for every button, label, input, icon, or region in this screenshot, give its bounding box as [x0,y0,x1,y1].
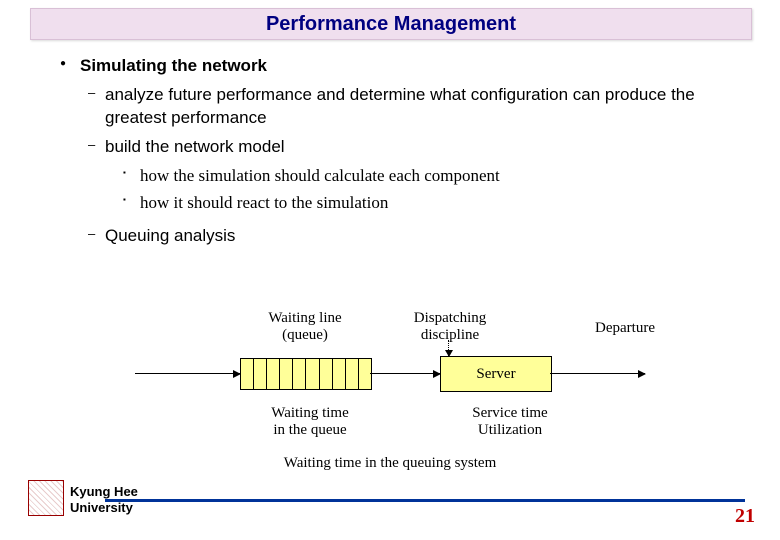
university-line1: Kyung Hee [70,484,138,499]
footer-divider [105,499,745,502]
bullet-lvl2-queuing: Queuing analysis [60,225,750,248]
arrow-departure [550,373,645,374]
label-system-time: Waiting time in the queuing system [250,455,530,472]
label-waiting-line: Waiting line (queue) [250,310,360,344]
arrow-dispatch-down [448,340,449,356]
label-departure: Departure [580,320,670,337]
arrow-arrival [135,373,240,374]
queuing-diagram: Waiting line (queue) Dispatching discipl… [0,270,780,460]
arrow-to-server [370,373,440,374]
slide-title: Performance Management [30,8,752,40]
bullet-lvl2-analyze: analyze future performance and determine… [60,84,750,130]
label-service-time: Service time Utilization [450,405,570,439]
bullet-lvl3-react: how it should react to the simulation [60,192,750,215]
page-number: 21 [735,505,755,528]
server-box: Server [440,356,552,392]
slide: Performance Management Simulating the ne… [0,0,780,540]
label-dispatching: Dispatching discipline [400,310,500,344]
body-content: Simulating the network analyze future pe… [60,55,750,254]
bullet-lvl1: Simulating the network [60,55,750,78]
label-waiting-time: Waiting time in the queue [250,405,370,439]
university-logo [28,480,64,516]
queue-box [240,358,372,390]
bullet-lvl3-calc: how the simulation should calculate each… [60,165,750,188]
bullet-lvl2-build: build the network model [60,136,750,159]
